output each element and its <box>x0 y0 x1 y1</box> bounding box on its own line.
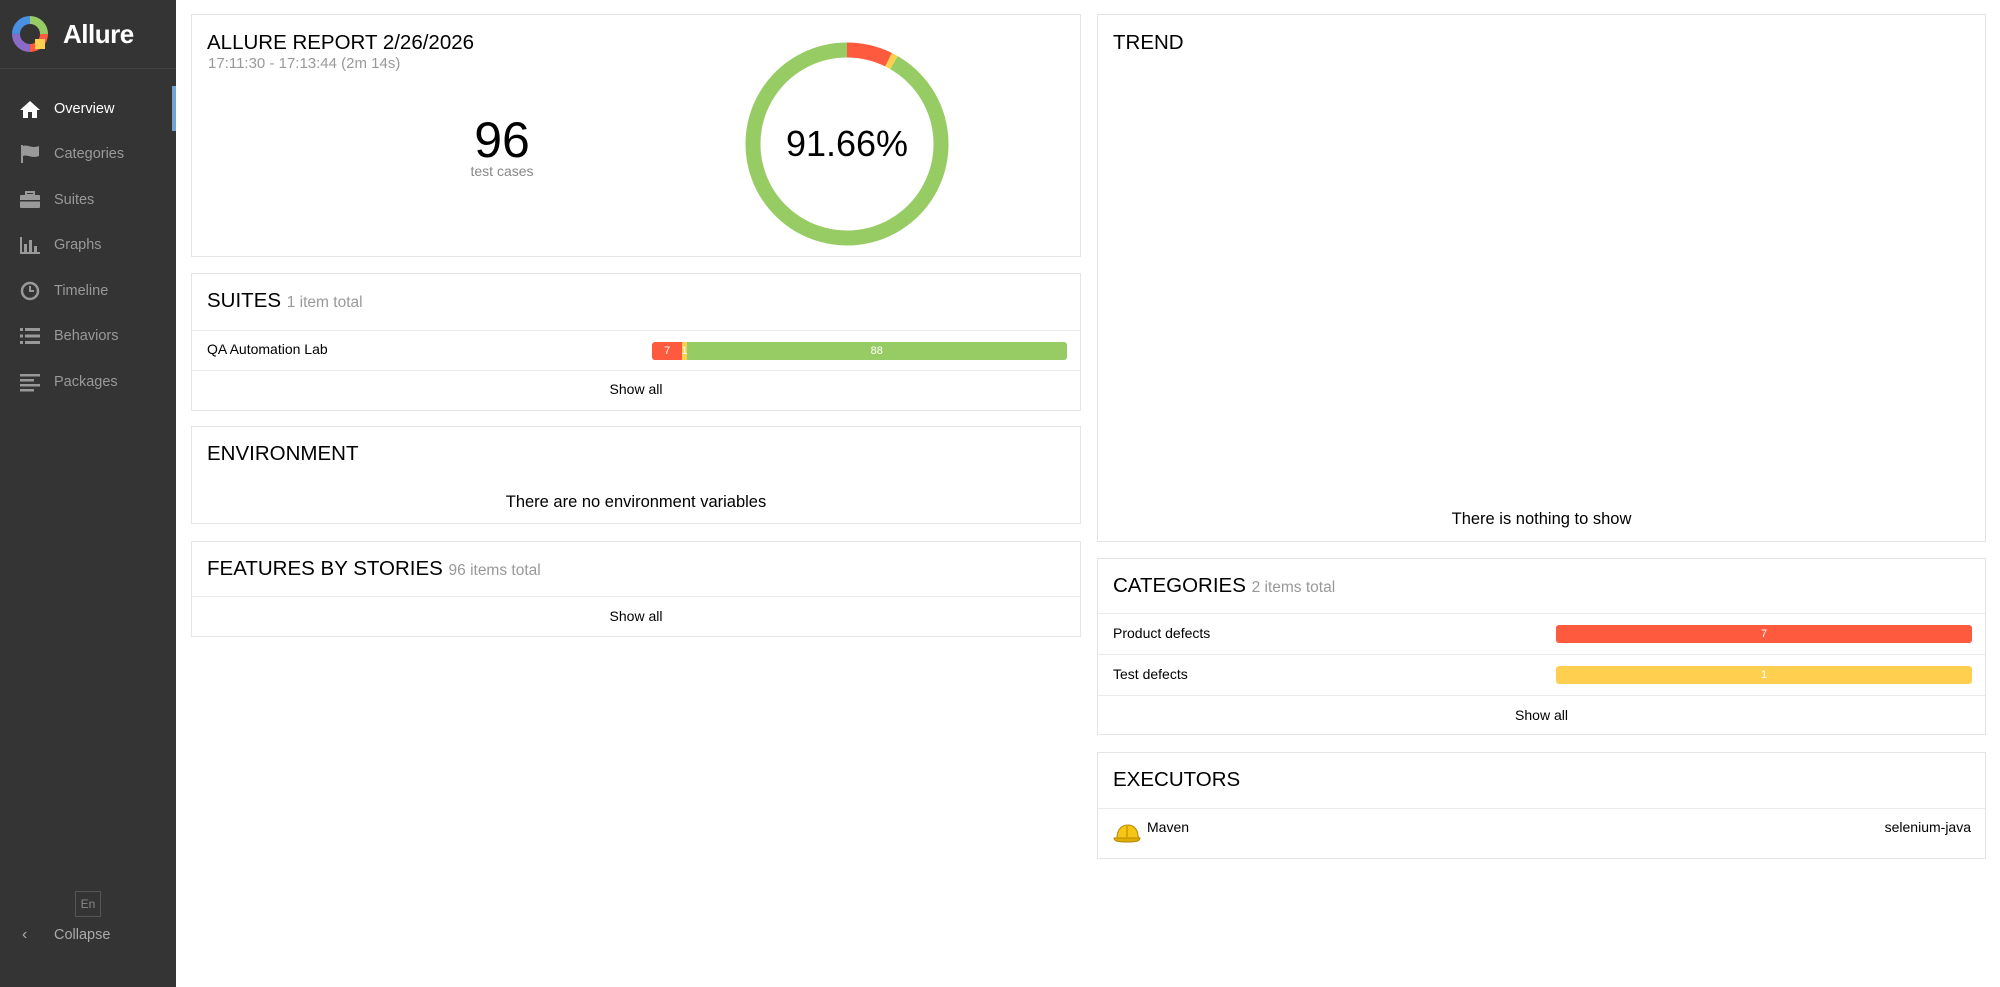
home-icon <box>18 99 42 119</box>
divider <box>192 370 1080 371</box>
sidebar-item-label: Overview <box>54 100 115 117</box>
executor-name[interactable]: Maven <box>1147 819 1190 835</box>
categories-widget: CATEGORIES 2 items total Product defects… <box>1097 558 1986 735</box>
suite-name[interactable]: QA Automation Lab <box>207 341 328 357</box>
suite-bar-segment-label: 7 <box>664 345 671 357</box>
align-left-icon <box>18 372 42 392</box>
status-donut-chart: 91.66% <box>745 42 949 246</box>
trend-empty-message: There is nothing to show <box>1451 510 1632 528</box>
clock-icon <box>18 281 42 301</box>
suites-widget: SUITES 1 item total QA Automation Lab 7 … <box>191 273 1081 411</box>
executors-title: EXECUTORS <box>1113 768 1241 791</box>
flag-icon <box>18 144 42 164</box>
category-bar-label: 1 <box>1760 669 1768 681</box>
divider <box>1098 808 1985 809</box>
brand[interactable]: Allure <box>0 0 176 69</box>
sidebar: Allure Overview Categories Suites Graphs <box>0 0 176 987</box>
collapse-label: Collapse <box>54 927 111 943</box>
allure-logo-icon <box>12 16 48 52</box>
executors-widget: EXECUTORS Maven selenium-java <box>1097 752 1986 859</box>
test-count-label: test cases <box>470 163 534 179</box>
sidebar-item-categories[interactable]: Categories <box>0 132 176 178</box>
briefcase-icon <box>18 190 42 210</box>
executor-build[interactable]: selenium-java <box>1884 819 1971 835</box>
pass-rate-percent: 91.66% <box>786 123 908 164</box>
app-name: Allure <box>63 18 134 49</box>
report-title: ALLURE REPORT 2/26/2026 <box>207 31 475 54</box>
suite-bar-segment-label: 1 <box>681 345 688 357</box>
suites-count: 1 item total <box>286 294 363 311</box>
language-button[interactable]: En <box>75 891 101 917</box>
suite-status-bar[interactable]: 7 1 88 <box>652 342 1067 360</box>
donut-slice-failed[interactable] <box>846 42 892 67</box>
features-show-all-link[interactable]: Show all <box>609 608 663 624</box>
suite-bar-segment[interactable]: 7 <box>652 342 683 360</box>
features-title: FEATURES BY STORIES 96 items total <box>207 557 541 581</box>
features-title-text: FEATURES BY STORIES <box>207 557 443 580</box>
suite-bar-segment[interactable]: 1 <box>681 342 688 360</box>
suite-bar-segment-label: 88 <box>870 345 883 357</box>
suites-title: SUITES 1 item total <box>207 289 363 313</box>
hardhat-icon <box>1113 824 1141 843</box>
sidebar-item-suites[interactable]: Suites <box>0 177 176 223</box>
sidebar-item-label: Categories <box>54 146 125 163</box>
suites-title-text: SUITES <box>207 289 282 312</box>
category-bar-fill: 7 <box>1556 625 1972 643</box>
collapse-button[interactable]: ‹ Collapse <box>22 926 110 944</box>
test-count: 96 <box>474 112 530 168</box>
donut-slice-passed[interactable] <box>745 42 949 246</box>
sidebar-item-graphs[interactable]: Graphs <box>0 223 176 269</box>
sidebar-item-behaviors[interactable]: Behaviors <box>0 314 176 360</box>
environment-title: ENVIRONMENT <box>207 442 359 465</box>
summary-widget: ALLURE REPORT 2/26/2026 17:11:30 - 17:13… <box>191 14 1081 257</box>
sidebar-item-overview[interactable]: Overview <box>0 86 176 132</box>
environment-widget: ENVIRONMENT There are no environment var… <box>191 426 1081 524</box>
list-icon <box>18 326 42 346</box>
divider <box>1098 654 1985 655</box>
categories-title: CATEGORIES 2 items total <box>1113 574 1335 598</box>
category-name[interactable]: Test defects <box>1113 666 1188 682</box>
category-bar-fill: 1 <box>1556 666 1972 684</box>
sidebar-item-label: Timeline <box>54 282 109 299</box>
categories-title-text: CATEGORIES <box>1113 574 1246 597</box>
divider <box>1098 613 1985 614</box>
sidebar-item-label: Graphs <box>54 237 102 254</box>
sidebar-item-label: Behaviors <box>54 328 119 345</box>
sidebar-item-label: Suites <box>54 191 95 208</box>
donut-slice-broken[interactable] <box>885 52 898 70</box>
category-name[interactable]: Product defects <box>1113 625 1211 641</box>
chevron-left-icon: ‹ <box>22 926 28 943</box>
report-time-range: 17:11:30 - 17:13:44 (2m 14s) <box>208 55 401 72</box>
features-widget: FEATURES BY STORIES 96 items total Show … <box>191 541 1081 637</box>
trend-widget: TREND There is nothing to show <box>1097 14 1986 542</box>
categories-show-all-link[interactable]: Show all <box>1515 707 1568 723</box>
category-bar[interactable]: 7 <box>1556 625 1972 643</box>
sidebar-nav: Overview Categories Suites Graphs Timeli… <box>0 86 176 405</box>
category-bar[interactable]: 1 <box>1556 666 1972 684</box>
sidebar-item-timeline[interactable]: Timeline <box>0 268 176 314</box>
suites-show-all-link[interactable]: Show all <box>609 381 663 397</box>
suite-bar-segment[interactable]: 88 <box>686 342 1067 360</box>
categories-count: 2 items total <box>1251 579 1336 596</box>
divider <box>1098 695 1985 696</box>
divider <box>192 330 1080 331</box>
trend-title: TREND <box>1113 31 1184 54</box>
environment-empty-message: There are no environment variables <box>505 493 767 511</box>
divider <box>192 596 1080 597</box>
sidebar-item-label: Packages <box>54 373 118 390</box>
category-bar-label: 7 <box>1760 628 1768 640</box>
features-count: 96 items total <box>448 562 541 579</box>
sidebar-item-packages[interactable]: Packages <box>0 359 176 405</box>
bar-chart-icon <box>18 235 42 255</box>
